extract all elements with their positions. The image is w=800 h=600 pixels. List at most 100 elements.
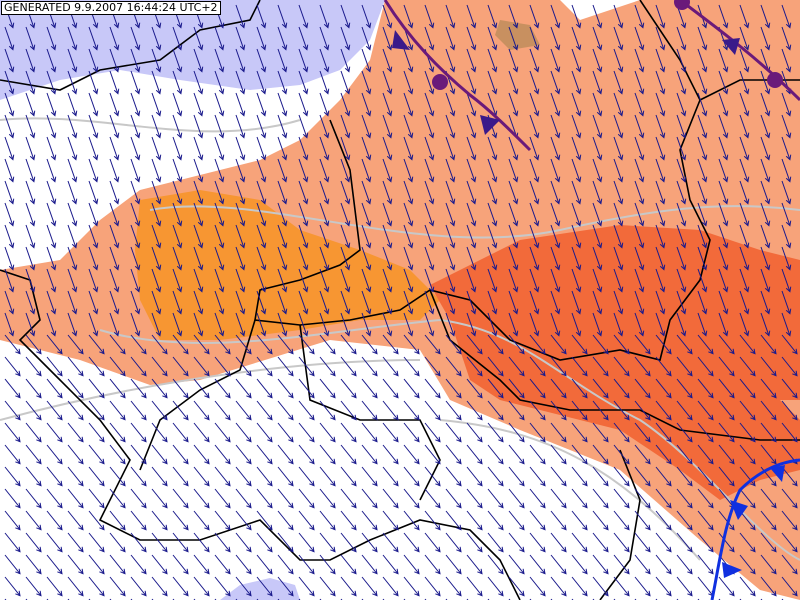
wind-arrow (340, 378, 357, 399)
wind-arrow (67, 180, 78, 205)
wind-arrow (445, 180, 456, 205)
wind-arrow (592, 378, 609, 399)
wind-arrow (382, 422, 399, 443)
wind-arrow (382, 180, 393, 205)
wind-arrow (739, 466, 756, 487)
wind-arrow (214, 70, 225, 95)
border (0, 269, 521, 600)
wind-arrow (256, 158, 267, 183)
wind-arrow (256, 488, 273, 509)
wind-arrow (739, 224, 750, 249)
wind-arrow (445, 576, 462, 597)
wind-arrow (172, 444, 189, 465)
wind-arrow (214, 466, 231, 487)
wind-arrow (781, 576, 798, 597)
front-semicircle (674, 0, 690, 10)
wind-arrow (676, 554, 693, 575)
wind-arrow (634, 576, 651, 597)
wind-arrow (67, 400, 84, 421)
wind-arrow (319, 246, 330, 271)
wind-arrow (67, 70, 78, 95)
wind-arrow (298, 576, 315, 597)
wind-arrow (46, 356, 63, 377)
wind-arrow (739, 356, 756, 377)
wind-arrow (403, 378, 420, 399)
wind-arrow (67, 378, 84, 399)
wind-arrow (571, 444, 588, 465)
wind-arrow (193, 400, 210, 421)
wind-arrow (718, 356, 735, 377)
wind-arrow (424, 290, 435, 315)
wind-arrow (424, 488, 441, 509)
wind-arrow (613, 532, 630, 553)
wind-arrow (235, 114, 246, 139)
wind-arrow (382, 554, 399, 575)
wind-arrow (25, 576, 42, 597)
wind-arrow (718, 114, 729, 139)
wind-arrow (109, 356, 126, 377)
wind-arrow (529, 202, 540, 227)
wind-arrow (361, 136, 372, 161)
wind-arrow (151, 488, 168, 509)
wind-arrow (592, 290, 603, 315)
wind-arrow (298, 180, 309, 205)
wind-arrow (319, 180, 330, 205)
wind-arrow (424, 246, 435, 271)
wind-arrow (340, 136, 351, 161)
wind-arrow (277, 114, 288, 139)
wind-arrow (340, 202, 351, 227)
wind-arrow (67, 532, 84, 553)
wind-arrow (151, 356, 168, 377)
wind-arrow (4, 400, 21, 421)
wind-arrow (235, 444, 252, 465)
wind-arrow (634, 312, 645, 337)
wind-arrow (655, 378, 672, 399)
wind-arrow (130, 466, 147, 487)
wind-arrow (25, 290, 36, 315)
wind-arrow (592, 312, 603, 337)
wind-arrow (655, 554, 672, 575)
wind-arrow (382, 268, 393, 293)
wind-arrow (529, 92, 540, 117)
wind-arrow (235, 312, 246, 337)
wind-arrow (571, 4, 582, 29)
wind-arrow (487, 356, 504, 377)
wind-arrow (88, 422, 105, 443)
wind-arrow (655, 92, 666, 117)
wind-arrow (382, 532, 399, 553)
wind-arrow (109, 422, 126, 443)
wind-arrow (487, 70, 498, 95)
wind-arrow (361, 488, 378, 509)
wind-arrow (109, 312, 120, 337)
wind-arrow (298, 48, 309, 73)
wind-arrow (613, 510, 630, 531)
wind-arrow (25, 180, 36, 205)
wind-arrow (781, 554, 798, 575)
wind-arrow (445, 400, 462, 421)
wind-arrow (340, 466, 357, 487)
wind-arrow (298, 356, 315, 377)
wind-arrow (508, 356, 525, 377)
wind-arrow (592, 158, 603, 183)
wind-arrow (487, 554, 504, 575)
wind-arrow (109, 26, 120, 51)
wind-arrow (382, 510, 399, 531)
wind-arrow (88, 180, 99, 205)
wind-arrow (193, 488, 210, 509)
wind-arrow (46, 246, 57, 271)
wind-arrow (613, 268, 624, 293)
wind-arrow (760, 400, 777, 421)
wind-arrow (655, 422, 672, 443)
wind-arrow (760, 246, 771, 271)
wind-arrow (25, 114, 36, 139)
wind-arrow (739, 26, 750, 51)
wind-arrow (403, 356, 420, 377)
wind-arrow (340, 180, 351, 205)
wind-arrow (655, 202, 666, 227)
wind-arrow (256, 290, 267, 315)
border (599, 449, 641, 600)
wind-arrow (655, 312, 666, 337)
wind-arrow (739, 576, 756, 597)
wind-arrow (88, 576, 105, 597)
wind-arrow (319, 576, 336, 597)
